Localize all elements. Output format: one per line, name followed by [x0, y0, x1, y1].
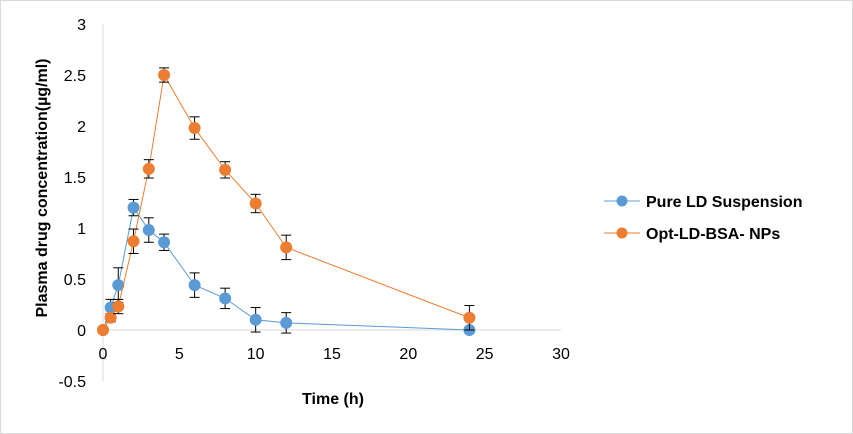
- data-point: [104, 311, 117, 324]
- series-line: [102, 206, 470, 331]
- data-point: [158, 69, 171, 81]
- data-point: [280, 241, 293, 254]
- legend: Pure LD Suspension Opt-LD-BSA- NPs: [604, 194, 802, 243]
- data-point: [112, 300, 125, 313]
- x-tick-label: 10: [247, 346, 265, 363]
- axes: -0.500.511.522.530 5 10 15 20 25 30: [58, 17, 570, 391]
- y-tick-label: 0: [77, 323, 86, 340]
- series-layer: [97, 67, 476, 336]
- legend-marker: [616, 195, 628, 207]
- y-tick-label: 0.5: [64, 272, 86, 289]
- legend-item: Pure LD Suspension: [604, 194, 802, 211]
- data-point: [280, 316, 293, 329]
- data-point: [158, 236, 171, 249]
- legend-label: Opt-LD-BSA- NPs: [646, 226, 780, 243]
- data-point: [463, 311, 476, 324]
- y-tick-label: 1: [77, 221, 86, 238]
- y-tick-label: 3: [77, 17, 86, 34]
- x-tick-label: 5: [175, 346, 184, 363]
- y-tick-label: 2: [77, 119, 86, 136]
- y-tick-label: 1.5: [64, 170, 86, 187]
- x-tick-label: 30: [552, 346, 570, 363]
- legend-label: Pure LD Suspension: [646, 194, 802, 211]
- data-point: [188, 279, 201, 292]
- x-tick-label: 15: [323, 346, 341, 363]
- data-point: [127, 235, 140, 248]
- data-point: [219, 292, 232, 305]
- series-2: [97, 67, 476, 336]
- y-tick-label: 2.5: [64, 68, 86, 85]
- y-tick-label: -0.5: [58, 374, 86, 391]
- data-point: [97, 324, 109, 336]
- legend-item: Opt-LD-BSA- NPs: [604, 226, 780, 243]
- series-line: [102, 73, 470, 331]
- legend-marker: [616, 227, 628, 239]
- x-tick-label: 25: [476, 346, 494, 363]
- data-point: [219, 163, 232, 176]
- x-tick-label: 0: [99, 346, 108, 363]
- data-point: [142, 224, 155, 237]
- data-point: [188, 122, 201, 135]
- data-point: [142, 162, 155, 175]
- series-1: [97, 198, 476, 336]
- y-axis-title: Plasma drug concentration(µg/ml): [34, 58, 51, 317]
- x-axis-title: Time (h): [302, 391, 364, 408]
- data-point: [249, 197, 262, 210]
- data-point: [127, 201, 140, 214]
- x-tick-label: 20: [399, 346, 417, 363]
- data-point: [249, 313, 262, 326]
